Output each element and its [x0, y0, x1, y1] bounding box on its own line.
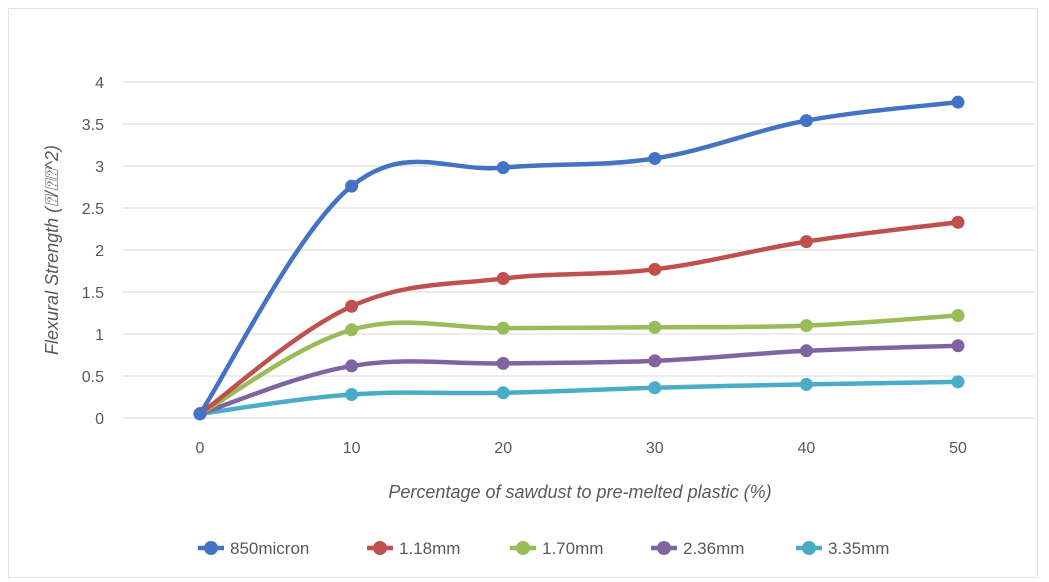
- data-point: [951, 215, 965, 229]
- data-point: [648, 354, 662, 368]
- x-axis-title: Percentage of sawdust to pre-melted plas…: [388, 482, 771, 502]
- data-point: [648, 320, 662, 334]
- y-tick-label: 1: [95, 327, 104, 344]
- data-point: [496, 356, 510, 370]
- legend: 850micron 1.18mm 1.70mm 2.36mm 3.35mm: [198, 539, 889, 558]
- chart-frame: [8, 8, 1038, 578]
- legend-marker: [802, 541, 816, 555]
- data-point: [345, 387, 359, 401]
- y-tick-label: 0.5: [82, 369, 104, 386]
- y-tick-label: 3.5: [82, 117, 104, 134]
- x-tick-label: 40: [798, 440, 816, 457]
- y-tick-label: 2.5: [82, 201, 104, 218]
- x-tick-label: 30: [646, 440, 664, 457]
- data-point: [951, 95, 965, 109]
- data-point: [496, 321, 510, 335]
- data-point: [648, 381, 662, 395]
- data-point: [799, 235, 813, 249]
- data-point: [648, 262, 662, 276]
- data-point: [799, 319, 813, 333]
- data-point: [345, 179, 359, 193]
- data-point: [193, 407, 207, 421]
- legend-label: 1.18mm: [399, 539, 460, 558]
- legend-marker: [373, 541, 387, 555]
- data-point: [799, 344, 813, 358]
- y-tick-label: 3: [95, 159, 104, 176]
- legend-marker: [657, 541, 671, 555]
- series-points: [193, 95, 965, 421]
- y-axis-title: Flexural Strength (⍰/⍰⍰^2): [42, 145, 62, 355]
- y-tick-label: 0: [95, 411, 104, 428]
- data-point: [951, 309, 965, 323]
- series-lines: [197, 99, 961, 417]
- data-point: [345, 323, 359, 337]
- y-tick-label: 1.5: [82, 285, 104, 302]
- x-tick-label: 0: [196, 440, 205, 457]
- legend-label: 850micron: [230, 539, 309, 558]
- y-tick-label: 4: [95, 75, 104, 92]
- data-point: [496, 386, 510, 400]
- data-point: [799, 377, 813, 391]
- gridlines: [122, 81, 1035, 419]
- legend-label: 1.70mm: [542, 539, 603, 558]
- data-point: [496, 161, 510, 175]
- series-line: [197, 220, 961, 417]
- series-line: [197, 99, 961, 417]
- data-point: [345, 299, 359, 313]
- data-point: [799, 114, 813, 128]
- x-tick-label: 10: [343, 440, 361, 457]
- x-tick-label: 50: [949, 440, 967, 457]
- series-line: [197, 379, 961, 417]
- series-line: [197, 343, 961, 417]
- y-axis-ticks: 0 0.5 1 1.5 2 2.5 3 3.5 4: [82, 75, 104, 428]
- series-line: [197, 313, 961, 417]
- legend-label: 2.36mm: [683, 539, 744, 558]
- data-point: [345, 359, 359, 373]
- data-point: [648, 151, 662, 165]
- legend-marker: [516, 541, 530, 555]
- y-tick-label: 2: [95, 243, 104, 260]
- x-axis-ticks: 0 10 20 30 40 50: [196, 440, 967, 457]
- data-point: [496, 272, 510, 286]
- legend-label: 3.35mm: [828, 539, 889, 558]
- x-tick-label: 20: [494, 440, 512, 457]
- data-point: [951, 375, 965, 389]
- legend-marker: [204, 541, 218, 555]
- data-point: [951, 339, 965, 353]
